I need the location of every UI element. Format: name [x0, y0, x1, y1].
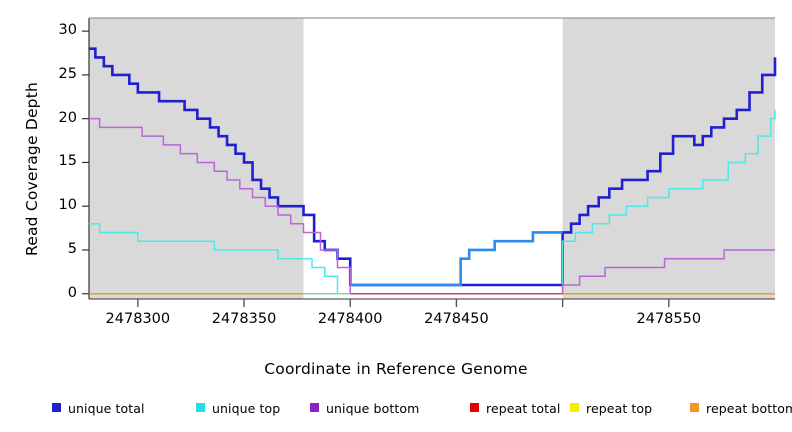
legend-swatch-icon [570, 403, 579, 412]
legend-label: repeat total [486, 401, 561, 416]
y-tick-label: 0 [67, 284, 77, 301]
right-flank-grey [562, 18, 775, 299]
x-tick-label: 2478400 [317, 311, 383, 327]
series-line-unique-bottom [89, 117, 775, 295]
tick-mark-layer [82, 30, 670, 307]
legend-item[interactable]: unique top [196, 398, 280, 418]
x-axis-title: Coordinate in Reference Genome [264, 360, 528, 378]
y-axis-title: Read Coverage Depth [23, 81, 41, 257]
legend-label: unique total [68, 401, 145, 416]
x-tick-label: 2478350 [211, 311, 277, 327]
x-tick-label: 2478550 [636, 311, 702, 327]
legend-item[interactable]: repeat total [470, 398, 561, 418]
y-tick-label: 20 [58, 109, 77, 126]
plot-frame-layer [88, 17, 775, 300]
legend-item[interactable]: repeat top [570, 398, 652, 418]
series-line-unique-top [89, 109, 776, 295]
legend-label: repeat top [586, 401, 653, 416]
legend-item[interactable]: repeat bottom [690, 398, 792, 418]
legend-label: repeat bottom [706, 401, 792, 416]
legend-item[interactable]: unique bottom [310, 398, 419, 418]
legend-swatch-icon [52, 403, 61, 412]
legend-label: unique bottom [326, 401, 420, 416]
y-tick-label: 10 [58, 197, 77, 214]
shaded-region-layer [89, 18, 775, 299]
series-line-unique-total [89, 47, 777, 287]
y-tick-label: 25 [58, 65, 77, 82]
data-series-layer [89, 47, 777, 295]
legend-item[interactable]: unique total [52, 398, 145, 418]
legend-swatch-icon [690, 403, 699, 412]
y-tick-label: 5 [67, 240, 77, 257]
left-flank-grey [89, 18, 304, 299]
legend-swatch-icon [196, 403, 205, 412]
chart-legend: unique total unique top unique bottom repea… [0, 398, 792, 420]
x-tick-label: 2478450 [424, 311, 489, 327]
series-line-unique-total-mid-valley- [350, 231, 563, 287]
legend-label: unique top [212, 401, 281, 416]
legend-swatch-icon [470, 403, 479, 412]
y-tick-label: 30 [58, 22, 77, 39]
y-tick-label: 15 [58, 153, 77, 170]
legend-swatch-icon [310, 403, 319, 412]
x-tick-label: 2478300 [105, 311, 171, 327]
